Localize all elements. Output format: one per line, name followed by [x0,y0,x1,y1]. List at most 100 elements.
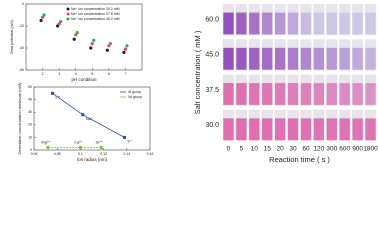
x-tick-label: 6 [108,72,110,76]
legend-swatch [66,7,70,11]
vial-liquid [300,12,312,35]
vial-liquid [249,12,260,35]
vial-liquid [262,83,273,105]
point [89,46,93,50]
vial-liquid [365,12,376,35]
point [46,145,50,149]
vial-liquid [249,47,260,70]
vial-liquid [287,83,299,105]
x-tick-label: 5 [240,146,244,153]
point [99,145,103,149]
vial-liquid [223,12,234,35]
legend-label: IIA group [128,95,142,99]
vial-liquid [365,47,376,70]
vial-liquid [300,47,312,70]
point [59,20,63,24]
legend-swatch [66,17,70,21]
y-tick-label: 30 [28,110,32,114]
row-label: 45.0 [205,52,219,59]
y-axis-title: Zeta potential (mV) [9,19,14,54]
point [42,13,46,17]
x-tick-label: 0.16 [147,152,154,156]
vial-liquid [352,83,363,105]
point [90,42,94,46]
vial-liquid [223,83,234,105]
point [39,18,43,23]
vial-liquid [274,47,286,70]
vial-liquid [236,118,247,141]
point-label: Ca²⁺ [74,140,83,145]
point [72,37,76,41]
point [108,42,112,46]
vial-liquid [287,118,299,141]
vial-liquid [249,118,260,141]
point [51,91,55,95]
vial-liquid [236,12,247,35]
vial-liquid [326,118,337,141]
vial-liquid [352,12,363,35]
vial-liquid [313,118,325,141]
vial-liquid [274,83,286,105]
y-tick-label: -40 [19,46,24,50]
vial-liquid [339,83,350,105]
x-tick-label: 7 [124,72,126,76]
vial-liquid [339,118,350,141]
y-tick-label: 0 [30,148,32,152]
vial-liquid [287,47,299,70]
x-axis-title: pH condition [71,77,97,82]
vial-liquid [326,12,337,35]
y-tick-label: 40 [28,98,32,102]
point-label: Li⁺ [56,94,61,99]
x-tick-label: 0.06 [31,152,38,156]
vial-liquid [249,83,260,105]
point [122,135,126,139]
x-tick-label: 5 [91,72,93,76]
vial-liquid [300,83,312,105]
y-tick-label: -20 [19,24,24,28]
vial-liquid [262,47,273,70]
y-tick-label: 10 [28,135,32,139]
point [75,30,79,35]
point [105,48,109,52]
x-tick-label: 15 [264,146,272,153]
x-tick-label: 0 [227,146,231,153]
y-axis-title: Salt concentration ( mM ) [193,30,202,114]
vial-liquid [274,12,286,35]
vial-liquid [287,12,299,35]
x-tick-label: 0.08 [54,152,61,156]
plot-frame [25,3,143,71]
point [81,113,85,117]
vial-liquid [365,83,376,105]
x-tick-label: 0.14 [123,152,130,156]
point [92,38,96,42]
point-label: Mg²⁺ [41,140,50,145]
y-tick-label: -60 [19,68,24,72]
x-tick-label: 60 [302,146,310,153]
vial-liquid [262,118,273,141]
x-axis-title: Ion radius (nm) [77,157,108,162]
x-tick-label: 600 [339,146,350,153]
x-tick-label: 30 [289,146,297,153]
x-tick-label: 0.1 [78,152,83,156]
x-tick-label: 0.12 [100,152,107,156]
row-label: 60.0 [205,16,219,23]
x-tick-label: 120 [313,146,324,153]
y-tick-label: 0 [22,2,24,6]
vial-liquid [300,118,312,141]
x-tick-label: 20 [277,146,285,153]
vial-liquid [313,47,325,70]
y-axis-title: Detectable concentration minimum (mM) [17,82,22,155]
y-tick-label: 20 [28,123,32,127]
x-tick-label: 4 [75,72,77,76]
point-label: Sr²⁺ [96,140,103,145]
legend-label: Na⁺ ion concentration 30.0 mM [71,7,120,11]
vial-liquid [326,47,337,70]
vial-liquid [339,47,350,70]
point [123,47,128,51]
x-tick-label: 2 [42,72,44,76]
vial-liquid [236,83,247,105]
point-label: K⁺ [127,138,132,143]
point-label: Na⁺ [86,116,93,121]
legend-label: Na⁺ ion concentration 37.5 mM [71,12,120,16]
vial-liquid [365,118,376,141]
